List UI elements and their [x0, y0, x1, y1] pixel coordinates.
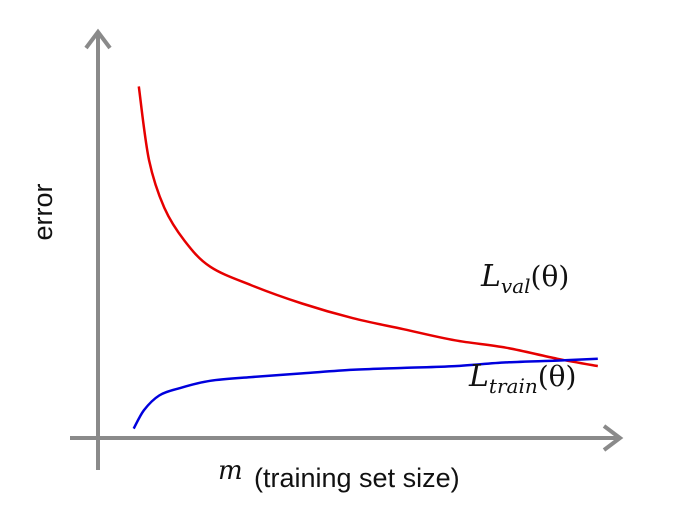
series-label-train-arg: (θ) — [538, 360, 577, 393]
svg-text:Ltrain(θ): Ltrain(θ) — [468, 359, 576, 398]
y-axis-label: error — [28, 183, 58, 240]
series-label-train-base: L — [468, 359, 489, 394]
x-axis-label: (training set size) — [254, 463, 460, 493]
series-label-val-arg: (θ) — [531, 260, 570, 293]
svg-text:Lval(θ): Lval(θ) — [480, 259, 569, 298]
y-axis-arrowhead — [84, 28, 112, 50]
validation-loss-curve — [137, 86, 599, 368]
series-layer — [132, 86, 599, 430]
series-label-val-sub: val — [501, 274, 531, 298]
series-label-train-sub: train — [489, 374, 538, 398]
series-label-val-base: L — [480, 259, 501, 294]
series-label-train: Ltrain(θ) — [468, 359, 576, 398]
x-axis-symbol: m — [218, 456, 243, 486]
x-axis-arrowhead — [602, 424, 624, 452]
training-loss-curve — [132, 357, 598, 430]
series-label-val: Lval(θ) — [480, 259, 569, 298]
